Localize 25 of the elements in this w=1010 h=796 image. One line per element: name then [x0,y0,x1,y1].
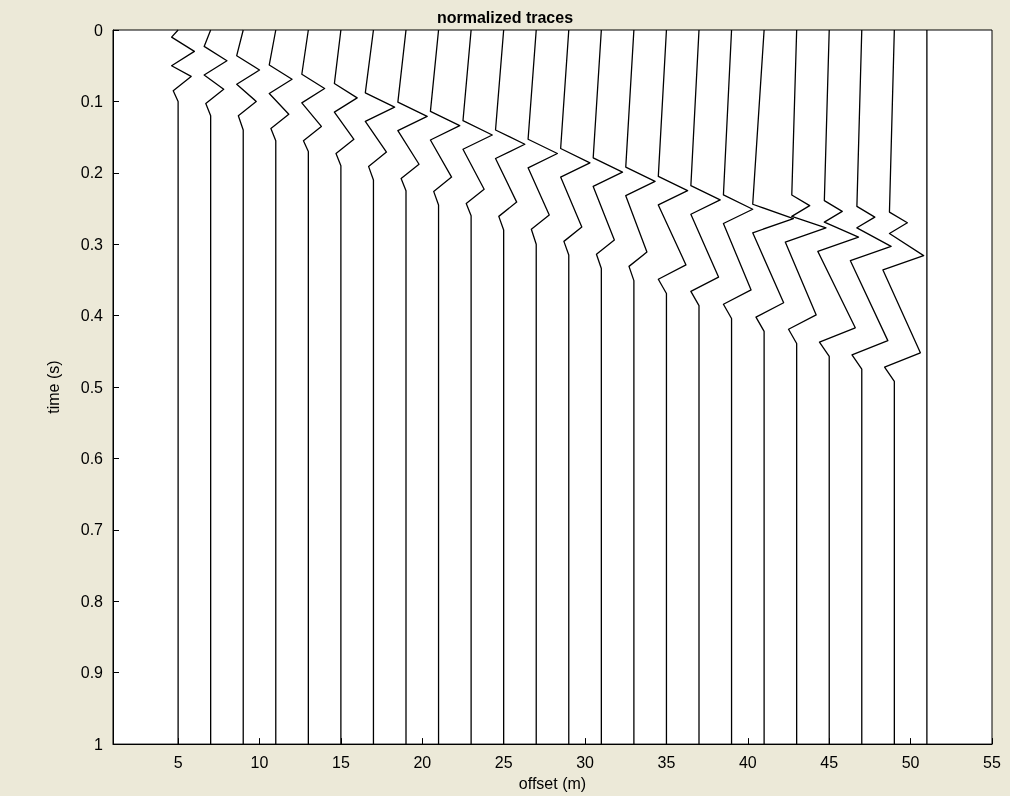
x-tick-label: 50 [901,753,920,771]
y-tick-label: 0.6 [80,449,104,467]
y-tick-label: 0.5 [80,378,104,396]
y-tick-label: 0.2 [80,164,104,182]
y-tick-label: 0 [94,21,104,39]
y-tick-label: 0.8 [80,592,104,610]
x-axis-title: offset (m) [518,774,587,792]
y-tick-label: 0.7 [80,521,104,539]
y-tick-label: 1 [94,735,104,753]
y-tick-label: 0.3 [80,235,104,253]
x-tick-label: 30 [576,753,595,771]
x-tick-label: 40 [738,753,757,771]
chart-title: normalized traces [436,8,574,26]
y-tick-label: 0.9 [80,664,104,682]
x-tick-label: 45 [820,753,839,771]
x-tick-label: 15 [331,753,350,771]
x-tick-label: 55 [983,753,1001,771]
x-tick-label: 10 [250,753,269,771]
x-tick-label: 5 [173,753,183,771]
x-tick-label: 35 [657,753,676,771]
y-tick-label: 0.1 [80,92,104,110]
x-tick-label: 20 [413,753,432,771]
y-tick-label: 0.4 [80,307,104,325]
x-tick-label: 25 [494,753,513,771]
y-axis-title: time (s) [44,360,62,414]
